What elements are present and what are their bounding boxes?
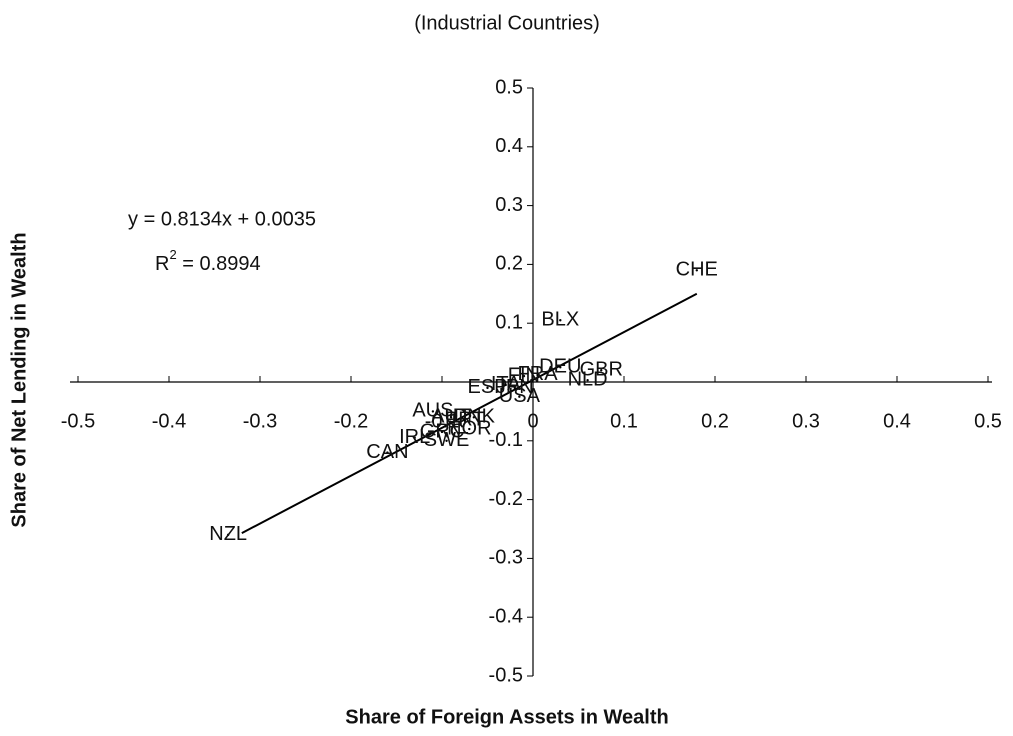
point-label: JPN xyxy=(496,376,534,398)
point xyxy=(559,319,562,322)
r-squared-sup: 2 xyxy=(169,247,176,262)
y-tick-label: 0.3 xyxy=(495,194,523,216)
point-label: CHE xyxy=(676,259,718,281)
trend-equation: y = 0.8134x + 0.0035 xyxy=(128,208,316,230)
point xyxy=(413,436,416,440)
x-tick-label: 0.1 xyxy=(610,410,638,432)
point-label: CAN xyxy=(366,441,408,463)
point xyxy=(463,419,466,422)
y-tick-label: 0.2 xyxy=(495,253,523,275)
point-label: NZL xyxy=(209,523,247,545)
point-label: NOR xyxy=(447,417,491,439)
point-label: USA xyxy=(499,385,541,407)
point xyxy=(468,427,471,431)
point-label: AUS xyxy=(412,400,453,422)
y-tick-label: 0.5 xyxy=(495,76,523,98)
point xyxy=(445,439,448,442)
point-label: NLD xyxy=(568,369,608,391)
point xyxy=(449,416,453,419)
point xyxy=(226,533,230,537)
point-label: ITA xyxy=(491,373,521,395)
point-label: SWE xyxy=(424,429,470,451)
x-tick-label: -0.1 xyxy=(425,410,459,432)
point xyxy=(559,366,562,369)
point xyxy=(513,386,516,390)
point xyxy=(586,379,589,382)
x-tick-label: -0.3 xyxy=(243,410,277,432)
point xyxy=(518,395,521,398)
r-squared-value: = 0.8994 xyxy=(177,253,261,275)
x-tick-label: 0.5 xyxy=(974,410,1002,432)
y-tick-label: -0.2 xyxy=(489,488,523,510)
x-tick-label: 0.3 xyxy=(792,410,820,432)
x-tick-label: -0.4 xyxy=(152,410,186,432)
y-axis-label: Share of Net Lending in Wealth xyxy=(8,232,30,527)
x-tick-label: 0 xyxy=(527,410,538,432)
trendline xyxy=(241,292,698,535)
point xyxy=(536,373,539,377)
r-squared: R2 = 0.8994 xyxy=(155,247,261,275)
point xyxy=(431,410,435,413)
point-label: GBR xyxy=(580,359,623,381)
r-squared-symbol: R xyxy=(155,253,169,275)
x-tick-label: -0.5 xyxy=(61,410,95,432)
x-tick-label: 0.2 xyxy=(701,410,729,432)
point xyxy=(486,386,489,390)
point-label: GRC xyxy=(420,420,464,442)
y-tick-label: 0.1 xyxy=(495,311,523,333)
point xyxy=(695,269,698,272)
y-tick-label: 0.4 xyxy=(495,135,523,157)
x-axis-label: Share of Foreign Assets in Wealth xyxy=(345,706,668,728)
y-tick-label: -0.4 xyxy=(489,605,523,627)
point-label: ESP xyxy=(467,376,507,398)
point xyxy=(600,369,603,372)
point xyxy=(472,416,476,419)
chart-title: (Industrial Countries) xyxy=(414,12,600,34)
point-label: AUT xyxy=(431,406,471,428)
point-label: PRT xyxy=(445,409,485,431)
point-label: DEU xyxy=(539,356,581,378)
point-label: FRA xyxy=(518,363,559,385)
x-tick-label: 0.4 xyxy=(883,410,911,432)
point xyxy=(504,383,507,387)
point-label: DNK xyxy=(453,406,496,428)
point xyxy=(522,374,526,378)
point-label: FIN xyxy=(508,364,540,386)
point-label: BLX xyxy=(541,309,579,331)
point xyxy=(386,451,389,454)
y-tick-label: -0.1 xyxy=(489,429,523,451)
x-tick-label: -0.2 xyxy=(334,410,368,432)
point-label: IRL xyxy=(399,426,430,448)
point xyxy=(440,430,444,434)
y-tick-label: -0.5 xyxy=(489,664,523,686)
y-tick-label: -0.3 xyxy=(489,547,523,569)
